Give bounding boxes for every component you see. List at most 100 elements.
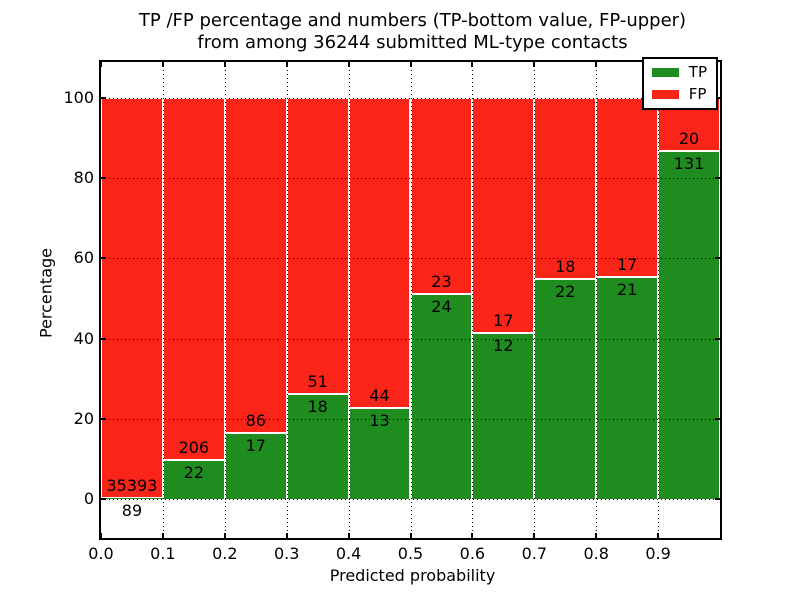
chart-title: TP /FP percentage and numbers (TP-bottom… — [101, 10, 724, 54]
gridline-v-0.9 — [658, 62, 660, 538]
y-tick-label-80: 80 — [73, 168, 94, 188]
x-tick-top-0.4 — [347, 62, 350, 67]
x-tick-top-0.3 — [285, 62, 288, 67]
gridline-v-0.8 — [596, 62, 598, 538]
y-tick-right-80 — [715, 177, 720, 180]
y-tick-label-0: 0 — [83, 489, 94, 509]
gridlines-layer — [101, 62, 720, 538]
gridline-v-0.3 — [286, 62, 288, 538]
fp-count-label-bin3: 51 — [307, 372, 328, 392]
y-tick-right-20 — [715, 417, 720, 420]
tp-count-label-bin1: 22 — [183, 463, 205, 483]
x-axis-label: Predicted probability — [329, 566, 496, 585]
tp-count-label-bin7: 22 — [555, 281, 576, 301]
legend: TP FP — [641, 57, 718, 110]
chart-title-line2: from among 36244 submitted ML-type conta… — [197, 32, 628, 53]
y-tick-left-40 — [101, 337, 106, 340]
fp-count-label-bin2: 86 — [245, 410, 266, 430]
x-tick-label-0.3: 0.3 — [273, 544, 300, 563]
tp-count-label-bin0: 89 — [121, 501, 143, 521]
x-tick-top-0.2 — [223, 62, 226, 67]
gridline-v-0.5 — [410, 62, 412, 538]
x-tick-label-0.5: 0.5 — [397, 544, 424, 563]
bar-segment-tp-bin5 — [410, 294, 473, 500]
tp-count-label-bin4: 13 — [369, 410, 390, 430]
legend-item-fp: FP — [651, 85, 707, 103]
x-tick-bottom-0.8 — [595, 533, 598, 538]
ticks-layer — [100, 62, 720, 538]
bar-segment-fp-bin2 — [224, 98, 287, 433]
y-tick-label-100: 100 — [63, 88, 94, 108]
y-tick-right-40 — [715, 337, 720, 340]
y-tick-right-60 — [715, 257, 720, 260]
bar-labels-layer: 35393 89 206 22 86 17 51 18 44 13 23 24 17 12 18 22 17 21… — [101, 62, 720, 538]
tp-count-label-bin8: 21 — [616, 280, 638, 300]
tp-count-label-bin3: 18 — [307, 397, 328, 417]
x-tick-label-0.2: 0.2 — [212, 544, 238, 563]
x-tick-top-0.7 — [533, 62, 536, 67]
x-tick-top-0.8 — [595, 62, 598, 67]
tp-count-label-bin9: 131 — [673, 154, 705, 174]
x-tick-top-0.0 — [100, 62, 102, 67]
tp-count-label-bin5: 24 — [431, 297, 452, 317]
x-tick-bottom-0.7 — [533, 533, 536, 538]
x-tick-bottom-0.3 — [285, 533, 288, 538]
plot-area: 35393 89 206 22 86 17 51 18 44 13 23 24 17 12 18 22 17 21… — [100, 57, 720, 538]
tp-count-label-bin6: 12 — [493, 336, 514, 356]
fp-count-label-bin0: 35393 — [106, 476, 158, 496]
bar-segment-fp-bin7 — [534, 98, 597, 279]
gridline-v-0.6 — [472, 62, 474, 538]
legend-label-tp: TP — [688, 63, 707, 81]
fp-count-label-bin4: 44 — [369, 385, 390, 405]
bar-segment-fp-bin1 — [162, 98, 225, 461]
fp-count-label-bin1: 206 — [178, 438, 210, 458]
bar-segment-tp-bin0 — [101, 498, 163, 500]
fp-count-label-bin5: 23 — [431, 272, 452, 292]
y-tick-label-20: 20 — [73, 408, 94, 428]
x-tick-top-0.5 — [409, 62, 412, 67]
tp-count-label-bin2: 17 — [245, 435, 266, 455]
gridline-v-0.4 — [348, 62, 350, 538]
bar-segment-fp-bin4 — [348, 98, 411, 408]
bar-segment-tp-bin7 — [534, 278, 597, 500]
x-tick-label-0.8: 0.8 — [583, 544, 609, 563]
legend-item-tp: TP — [651, 63, 707, 81]
x-tick-top-0.1 — [161, 62, 164, 67]
bar-segment-fp-bin8 — [596, 98, 659, 278]
y-tick-right-0 — [715, 498, 720, 501]
bar-segment-tp-bin9 — [658, 151, 720, 500]
chart-title-line1: TP /FP percentage and numbers (TP-bottom… — [138, 10, 687, 31]
y-tick-left-20 — [101, 417, 106, 420]
y-tick-label-40: 40 — [73, 328, 94, 348]
x-tick-bottom-0.1 — [161, 533, 164, 538]
gridline-v-0.7 — [534, 62, 536, 538]
bars-layer — [101, 62, 720, 538]
gridline-v-0.2 — [224, 62, 226, 538]
tp-color-swatch — [651, 68, 679, 77]
x-tick-label-0.1: 0.1 — [150, 544, 176, 563]
x-tick-top-0.6 — [471, 62, 474, 67]
y-tick-left-80 — [101, 177, 106, 180]
x-tick-label-0.6: 0.6 — [459, 544, 486, 563]
gridline-v-0.1 — [162, 62, 164, 538]
legend-label-fp: FP — [688, 85, 707, 103]
x-tick-label-0.7: 0.7 — [521, 544, 548, 563]
x-tick-bottom-0.5 — [409, 533, 412, 538]
x-tick-label-0.9: 0.9 — [645, 544, 671, 563]
x-tick-label-0.4: 0.4 — [335, 544, 362, 563]
x-tick-label-0.0: 0.0 — [88, 544, 114, 563]
y-tick-left-60 — [101, 257, 106, 260]
fp-color-swatch — [651, 90, 679, 99]
x-tick-bottom-0.6 — [471, 533, 474, 538]
bar-segment-tp-bin6 — [472, 333, 535, 500]
x-tick-bottom-0.4 — [347, 533, 350, 538]
fp-count-label-bin9: 20 — [678, 129, 700, 149]
fp-count-label-bin6: 17 — [493, 311, 514, 331]
plot-frame: 35393 89 206 22 86 17 51 18 44 13 23 24 17 12 18 22 17 21… — [99, 57, 722, 540]
y-tick-label-60: 60 — [73, 248, 94, 268]
x-tick-bottom-0.9 — [657, 533, 660, 538]
bar-segment-fp-bin0 — [101, 98, 163, 499]
x-tick-bottom-0.0 — [100, 533, 102, 538]
x-tick-bottom-0.2 — [223, 533, 226, 538]
